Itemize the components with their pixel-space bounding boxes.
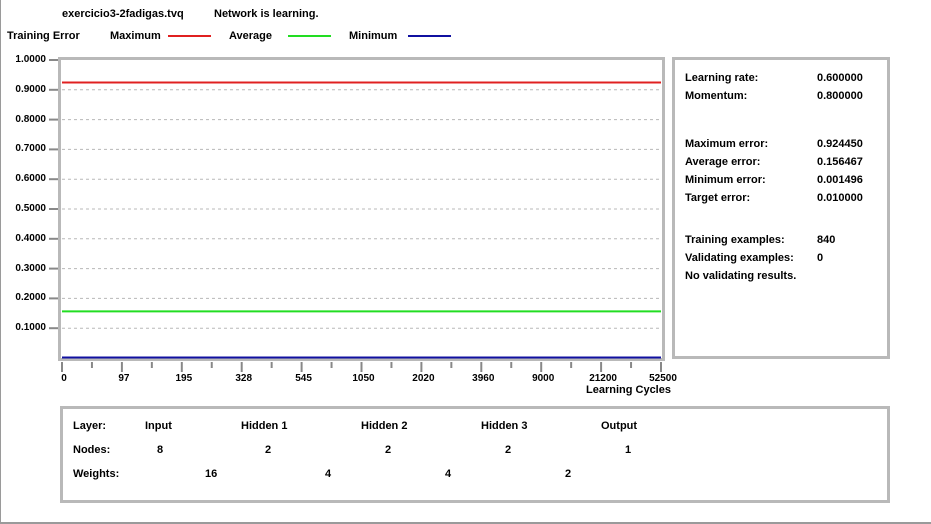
min-error-label: Minimum error: bbox=[685, 174, 766, 186]
min-error-value: 0.001496 bbox=[817, 174, 863, 186]
x-tick-label: 0 bbox=[61, 373, 67, 384]
legend-swatch-minimum bbox=[408, 35, 451, 37]
avg-error-label: Average error: bbox=[685, 156, 761, 168]
momentum-value: 0.800000 bbox=[817, 90, 863, 102]
y-tick-label: 1.0000 bbox=[15, 54, 46, 65]
layer-name-hidden-3: Hidden 3 bbox=[481, 420, 528, 432]
window-bottom-border bbox=[0, 522, 931, 524]
target-error-value: 0.010000 bbox=[817, 192, 863, 204]
y-tick-label: 0.7000 bbox=[15, 143, 46, 155]
nodes-hidden-2: 2 bbox=[385, 444, 392, 456]
stats-panel bbox=[672, 57, 890, 359]
legend-title: Training Error bbox=[7, 30, 80, 42]
nodes-input: 8 bbox=[157, 444, 164, 456]
y-tick-label: 0.5000 bbox=[15, 203, 46, 214]
layer-name-hidden-1: Hidden 1 bbox=[241, 420, 288, 432]
training-examples-value: 840 bbox=[817, 234, 836, 246]
weights-hidden-1-hidden-2: 4 bbox=[325, 468, 332, 480]
weights-row-label: Weights: bbox=[73, 468, 120, 480]
y-tick-label: 0.3000 bbox=[15, 262, 46, 274]
x-tick-label: 545 bbox=[295, 373, 312, 384]
x-tick-label: 3960 bbox=[472, 373, 495, 384]
y-tick-label: 0.9000 bbox=[15, 83, 46, 95]
nodes-hidden-3: 2 bbox=[505, 444, 512, 456]
legend-swatch-maximum bbox=[168, 35, 211, 37]
training-examples-label: Training examples: bbox=[685, 234, 785, 246]
validating-examples-label: Validating examples: bbox=[685, 252, 794, 264]
layer-row-label: Layer: bbox=[73, 420, 107, 432]
x-tick-label: 195 bbox=[175, 373, 193, 384]
legend-label-minimum: Minimum bbox=[349, 30, 398, 42]
nodes-output: 1 bbox=[625, 444, 632, 456]
x-axis-label: Learning Cycles bbox=[586, 384, 671, 396]
validating-examples-value: 0 bbox=[817, 252, 824, 264]
max-error-value: 0.924450 bbox=[817, 138, 863, 150]
no-validating-results: No validating results. bbox=[685, 270, 797, 282]
nodes-hidden-1: 2 bbox=[265, 444, 272, 456]
x-tick-label: 2020 bbox=[412, 373, 435, 384]
legend-swatch-average bbox=[288, 35, 331, 37]
y-tick-label: 0.6000 bbox=[15, 173, 46, 185]
momentum-label: Momentum: bbox=[685, 90, 748, 102]
learning-rate-label: Learning rate: bbox=[685, 72, 759, 84]
layer-name-hidden-2: Hidden 2 bbox=[361, 420, 408, 432]
x-tick-label: 9000 bbox=[532, 373, 555, 384]
window-left-border bbox=[0, 0, 1, 524]
network-filename: exercicio3-2fadigas.tvq bbox=[62, 8, 184, 20]
weights-hidden-2-hidden-3: 4 bbox=[445, 468, 452, 480]
nodes-row-label: Nodes: bbox=[73, 444, 111, 456]
x-tick-label: 97 bbox=[118, 373, 130, 384]
layer-name-input: Input bbox=[145, 420, 172, 432]
weights-input-hidden-1: 16 bbox=[205, 468, 218, 480]
legend-label-average: Average bbox=[229, 30, 273, 42]
y-tick-label: 0.4000 bbox=[15, 232, 46, 244]
avg-error-value: 0.156467 bbox=[817, 156, 863, 168]
layer-name-output: Output bbox=[601, 420, 638, 432]
x-tick-label: 1050 bbox=[352, 373, 375, 384]
network-structure-panel bbox=[60, 406, 890, 503]
x-tick-label: 328 bbox=[235, 373, 253, 384]
legend-label-maximum: Maximum bbox=[110, 30, 161, 42]
target-error-label: Target error: bbox=[685, 192, 751, 204]
learning-rate-value: 0.600000 bbox=[817, 72, 863, 84]
x-tick-label: 52500 bbox=[649, 373, 677, 384]
max-error-label: Maximum error: bbox=[685, 138, 769, 150]
y-tick-label: 0.8000 bbox=[15, 113, 46, 125]
training-status: Network is learning. bbox=[214, 8, 319, 20]
x-tick-label: 21200 bbox=[589, 373, 617, 384]
y-tick-label: 0.2000 bbox=[15, 292, 46, 304]
weights-hidden-3-output: 2 bbox=[565, 468, 572, 480]
y-tick-label: 0.1000 bbox=[15, 322, 46, 334]
